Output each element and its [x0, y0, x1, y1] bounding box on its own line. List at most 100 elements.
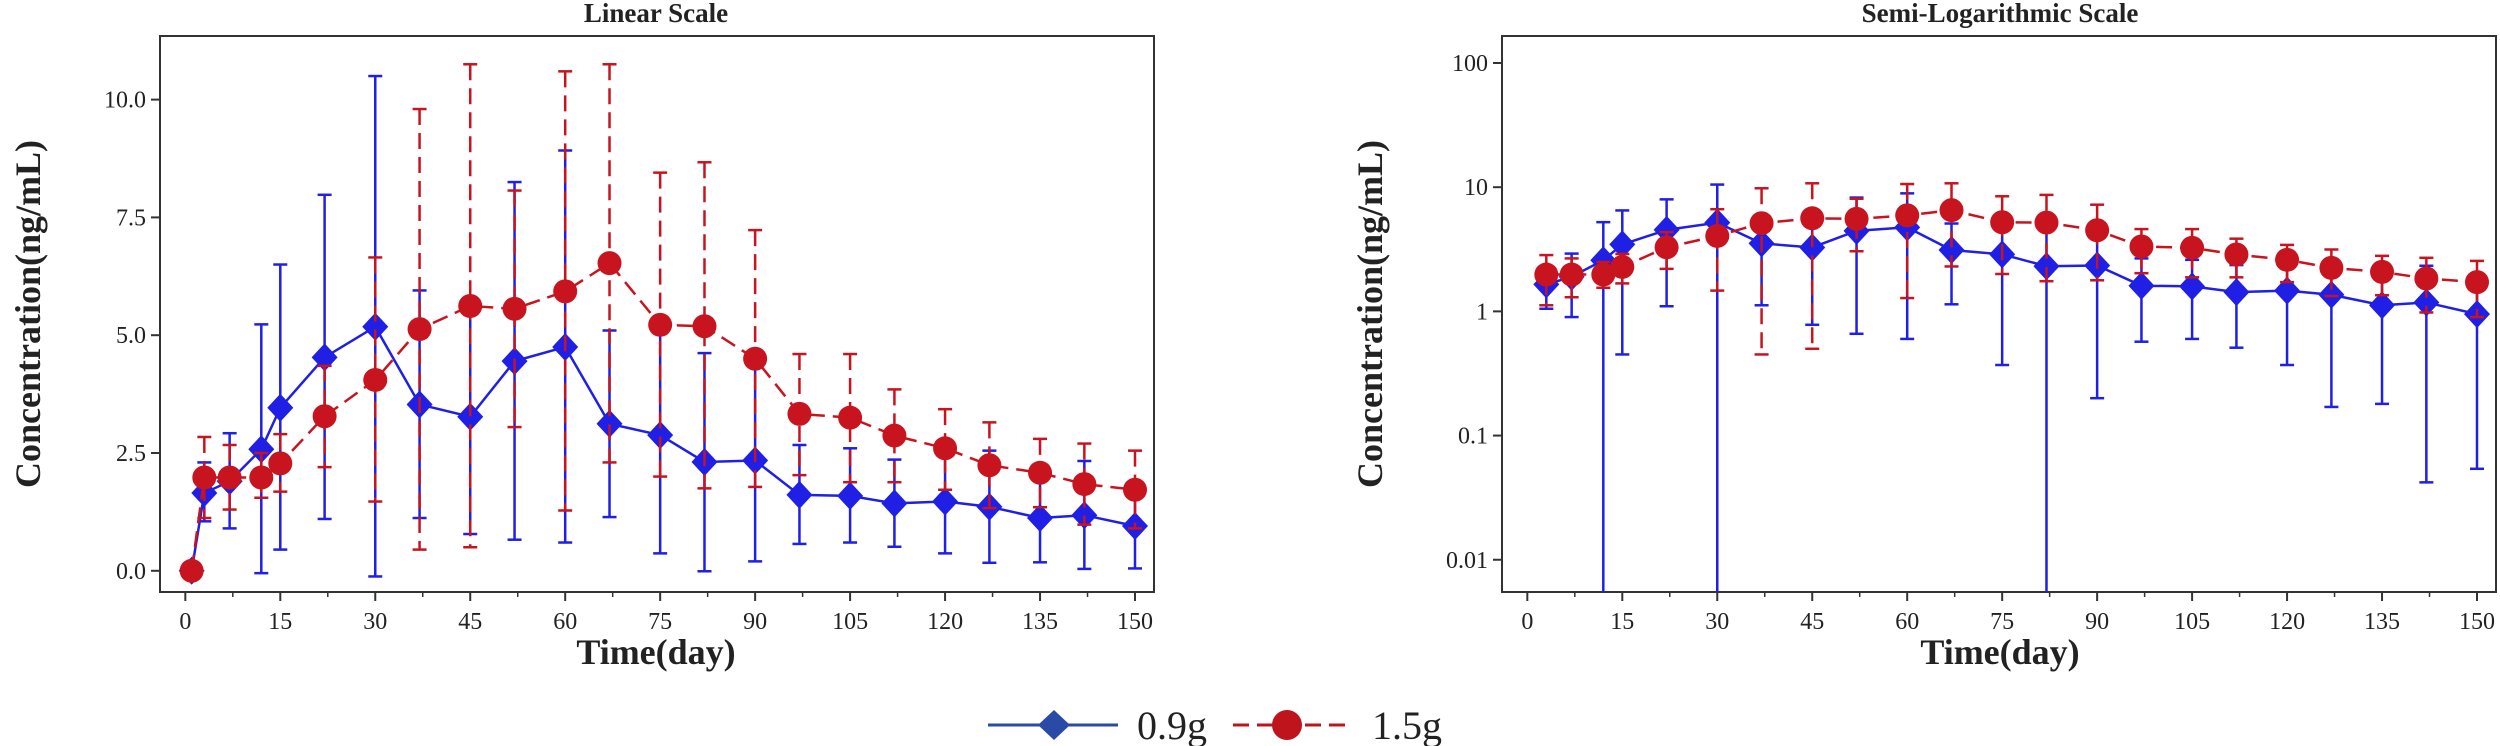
data-point-circle — [249, 465, 274, 490]
diamond-marker-icon — [1038, 710, 1070, 740]
series-1.5g — [1534, 182, 2490, 356]
y-tick-label: 2.5 — [116, 441, 146, 467]
data-point-diamond — [2128, 271, 2155, 300]
data-point-diamond — [1938, 236, 1965, 265]
x-tick-label: 135 — [2364, 609, 2400, 635]
x-tick-label: 45 — [458, 609, 482, 635]
data-point-circle — [838, 405, 863, 430]
legend-label: 0.9g — [1137, 703, 1207, 746]
x-tick-label: 150 — [2459, 609, 2495, 635]
circle-marker-icon — [1272, 710, 1302, 740]
x-tick-label: 120 — [927, 609, 963, 635]
data-point-diamond — [647, 421, 674, 450]
data-point-circle — [1749, 211, 1774, 236]
data-point-circle — [2034, 210, 2059, 235]
data-point-circle — [1800, 206, 1825, 231]
plot-frame — [159, 35, 1155, 593]
data-point-circle — [2129, 234, 2154, 259]
semi-log-scale-panel: Semi-Logarithmic Scale Time(day) Concent… — [1350, 0, 2497, 672]
x-tick-label: 15 — [1610, 609, 1634, 635]
x-tick-label: 0 — [179, 609, 191, 635]
y-axis-label: Concentration(ng/mL) — [8, 140, 48, 488]
data-point-circle — [787, 401, 812, 426]
data-point-diamond — [2369, 291, 2396, 320]
data-point-circle — [553, 279, 578, 304]
x-tick-label: 60 — [553, 609, 577, 635]
x-axis-label: Time(day) — [576, 632, 735, 672]
x-tick-label: 15 — [268, 609, 292, 635]
data-point-circle — [1844, 206, 1869, 231]
data-point-diamond — [457, 402, 484, 431]
data-point-diamond — [267, 393, 294, 422]
series-line — [190, 261, 1136, 571]
chart-title: Linear Scale — [584, 0, 728, 28]
data-point-circle — [977, 453, 1002, 478]
y-tick-label: 10.0 — [104, 88, 146, 114]
x-tick-label: 150 — [1117, 609, 1153, 635]
data-point-circle — [2414, 266, 2439, 291]
x-tick-label: 75 — [1990, 609, 2014, 635]
data-point-diamond — [311, 343, 338, 372]
data-point-diamond — [881, 489, 908, 518]
data-point-diamond — [932, 487, 959, 516]
x-tick-label: 105 — [832, 609, 868, 635]
data-point-circle — [1072, 472, 1097, 497]
data-point-circle — [1990, 210, 2015, 235]
data-point-circle — [179, 558, 204, 583]
data-point-diamond — [2179, 272, 2206, 301]
x-tick-label: 30 — [1705, 609, 1729, 635]
legend: 0.9g 1.5g — [988, 703, 1442, 746]
data-point-circle — [1654, 235, 1679, 260]
legend-label: 1.5g — [1372, 703, 1442, 746]
series-line — [1546, 208, 2478, 284]
data-point-circle — [217, 465, 242, 490]
data-point-circle — [363, 367, 388, 392]
data-point-diamond — [837, 481, 864, 510]
y-tick-label: 0.0 — [116, 559, 146, 585]
data-point-circle — [407, 317, 432, 342]
x-tick-label: 105 — [2174, 609, 2210, 635]
data-point-circle — [1895, 203, 1920, 228]
data-point-diamond — [596, 409, 623, 438]
x-tick-label: 75 — [648, 609, 672, 635]
data-point-diamond — [2223, 278, 2250, 307]
data-point-circle — [1534, 262, 1559, 287]
data-point-circle — [933, 436, 958, 461]
data-point-circle — [268, 451, 293, 476]
data-point-circle — [458, 293, 483, 318]
data-point-diamond — [1071, 501, 1098, 530]
data-point-circle — [597, 251, 622, 276]
x-tick-label: 90 — [2085, 609, 2109, 635]
data-point-diamond — [2033, 252, 2060, 281]
x-tick-label: 45 — [1800, 609, 1824, 635]
x-tick-label: 90 — [743, 609, 767, 635]
data-point-circle — [2465, 270, 2490, 295]
data-point-circle — [882, 423, 907, 448]
x-tick-label: 120 — [2269, 609, 2305, 635]
data-point-circle — [2180, 235, 2205, 260]
data-point-diamond — [362, 312, 389, 341]
x-tick-label: 30 — [363, 609, 387, 635]
data-point-diamond — [2274, 276, 2301, 305]
x-tick-label: 0 — [1521, 609, 1533, 635]
data-point-diamond — [1027, 504, 1054, 533]
data-point-circle — [2319, 255, 2344, 280]
data-point-circle — [1705, 223, 1730, 248]
data-point-circle — [2275, 247, 2300, 272]
data-point-circle — [1123, 477, 1148, 502]
data-point-diamond — [1653, 215, 1680, 244]
data-point-diamond — [786, 480, 813, 509]
y-tick-label: 7.5 — [116, 205, 146, 231]
y-tick-label: 0.01 — [1446, 548, 1488, 574]
data-point-circle — [1610, 254, 1635, 279]
x-axis-label: Time(day) — [1920, 632, 2079, 672]
data-point-circle — [312, 404, 337, 429]
y-tick-label: 100 — [1452, 51, 1488, 77]
legend-item-1.5g: 1.5g — [1233, 703, 1442, 746]
data-point-diamond — [1799, 233, 1826, 262]
data-point-circle — [743, 346, 768, 371]
data-point-circle — [2370, 259, 2395, 284]
data-point-circle — [502, 296, 527, 321]
series-1.5g — [179, 63, 1148, 583]
